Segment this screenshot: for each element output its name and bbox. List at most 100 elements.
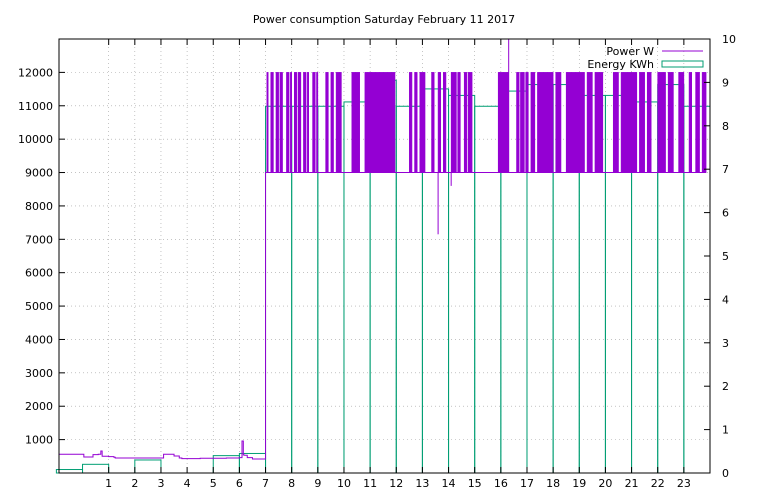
power-band (594, 72, 604, 173)
power-band (457, 72, 461, 173)
legend-label-power: Power W (606, 45, 654, 58)
y-tick-label: 7000 (25, 233, 53, 246)
power-band (286, 72, 290, 173)
y-tick-label: 3000 (25, 367, 53, 380)
power-band (294, 72, 298, 173)
x-tick-label: 14 (442, 477, 456, 490)
power-band (364, 72, 372, 173)
y-tick-label: 8000 (25, 200, 53, 213)
y2-tick-label: 2 (722, 380, 729, 393)
power-band (297, 72, 302, 173)
power-band (646, 72, 652, 173)
x-tick-label: 4 (184, 477, 191, 490)
power-line (59, 172, 267, 460)
power-band (537, 72, 554, 173)
x-tick-label: 7 (262, 477, 269, 490)
power-band (516, 72, 520, 173)
power-band (335, 72, 342, 173)
power-band (555, 72, 562, 173)
y2-tick-label: 1 (722, 424, 729, 437)
x-tick-label: 5 (210, 477, 217, 490)
energy-bar (474, 105, 502, 474)
y-tick-label: 11000 (18, 100, 53, 113)
y2-tick-label: 0 (722, 467, 729, 480)
x-tick-label: 23 (677, 477, 691, 490)
power-band (530, 72, 536, 173)
power-band (303, 72, 307, 173)
y-tick-label: 12000 (18, 66, 53, 79)
power-band (450, 72, 457, 173)
y-tick-label: 10000 (18, 133, 53, 146)
power-band (351, 72, 360, 173)
power-band (266, 72, 269, 173)
power-band (431, 72, 435, 173)
x-tick-label: 3 (157, 477, 164, 490)
power-band (371, 72, 396, 173)
power-band (678, 72, 685, 173)
y-tick-label: 2000 (25, 400, 53, 413)
x-tick-label: 8 (288, 477, 295, 490)
axes: 1 2 3 4 5 6 7 8 9 10 11 12 13 14 15 16 17 18 19 20 21 22 23100… (18, 33, 736, 490)
power-band (312, 72, 316, 173)
power-band (419, 72, 426, 173)
power-band (620, 72, 638, 173)
energy-bar (134, 459, 162, 474)
y2-tick-label: 8 (722, 120, 729, 133)
power-series (59, 39, 707, 460)
power-band (316, 72, 319, 173)
power-band (467, 72, 473, 173)
power-band (688, 72, 692, 173)
x-tick-label: 22 (651, 477, 665, 490)
y2-tick-label: 3 (722, 337, 729, 350)
power-band (667, 72, 674, 173)
y-tick-label: 6000 (25, 267, 53, 280)
power-band (325, 72, 329, 173)
y2-tick-label: 7 (722, 163, 729, 176)
power-band (290, 72, 292, 173)
power-band (657, 72, 666, 173)
power-band (639, 72, 645, 173)
legend-label-energy: Energy KWh (587, 58, 654, 71)
power-band (307, 72, 309, 173)
x-tick-label: 2 (131, 477, 138, 490)
x-tick-label: 11 (363, 477, 377, 490)
y2-tick-label: 4 (722, 293, 729, 306)
x-tick-label: 12 (389, 477, 403, 490)
energy-bar (82, 463, 110, 474)
power-band (443, 72, 447, 173)
x-tick-label: 17 (520, 477, 534, 490)
y-tick-label: 9000 (25, 167, 53, 180)
x-tick-label: 6 (236, 477, 243, 490)
x-tick-label: 20 (598, 477, 612, 490)
legend: Power W Energy KWh (587, 45, 704, 71)
y-tick-label: 4000 (25, 333, 53, 346)
power-band (437, 72, 442, 173)
x-tick-label: 15 (468, 477, 482, 490)
y2-tick-label: 10 (722, 33, 736, 46)
y2-tick-label: 6 (722, 207, 729, 220)
power-band (612, 72, 619, 173)
power-band (463, 72, 468, 173)
x-tick-label: 19 (572, 477, 586, 490)
y-tick-label: 5000 (25, 300, 53, 313)
x-tick-label: 21 (625, 477, 639, 490)
y-tick-label: 1000 (25, 434, 53, 447)
y2-tick-label: 9 (722, 76, 729, 89)
legend-swatch-energy (661, 60, 704, 68)
x-tick-label: 13 (415, 477, 429, 490)
power-band (414, 72, 418, 173)
x-tick-label: 16 (494, 477, 508, 490)
power-band (279, 72, 283, 173)
energy-bar (238, 452, 267, 474)
power-band (520, 72, 525, 173)
y2-tick-label: 5 (722, 250, 729, 263)
power-band (409, 72, 413, 173)
power-band (270, 72, 274, 173)
power-band (330, 72, 334, 173)
x-tick-label: 10 (337, 477, 351, 490)
energy-bar (55, 469, 84, 474)
x-tick-label: 1 (105, 477, 112, 490)
x-tick-label: 18 (546, 477, 560, 490)
